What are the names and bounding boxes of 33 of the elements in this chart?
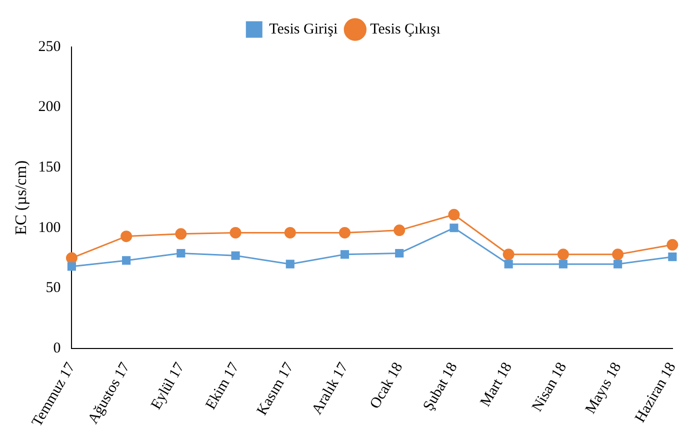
point — [557, 248, 569, 260]
point — [395, 248, 404, 258]
point — [340, 250, 350, 259]
y-tick-label: 250 — [38, 38, 61, 55]
point — [231, 251, 240, 260]
point — [176, 248, 186, 258]
point — [612, 248, 624, 260]
y-axis-title: EC (µs/cm) — [12, 160, 30, 236]
point — [450, 224, 458, 232]
y-tick-label: 50 — [46, 280, 61, 296]
point — [122, 256, 131, 265]
point — [175, 228, 187, 240]
point — [558, 260, 568, 268]
y-tick-label: 0 — [53, 340, 61, 356]
point — [666, 239, 678, 251]
point — [286, 260, 294, 268]
point — [448, 208, 460, 220]
point — [284, 226, 296, 238]
y-tick-label: 200 — [38, 99, 61, 116]
legend-label: Tesis Çıkışı — [370, 21, 440, 38]
point — [66, 252, 78, 264]
point — [339, 226, 350, 238]
point — [504, 260, 513, 268]
point — [614, 260, 622, 268]
point — [120, 230, 132, 242]
point — [394, 224, 406, 236]
y-tick-label: 100 — [38, 220, 61, 236]
point — [502, 248, 514, 260]
point — [230, 226, 242, 238]
point — [67, 262, 76, 271]
legend-label: Tesis Girişi — [269, 21, 338, 38]
point — [668, 252, 677, 262]
y-tick-label: 150 — [38, 160, 61, 176]
